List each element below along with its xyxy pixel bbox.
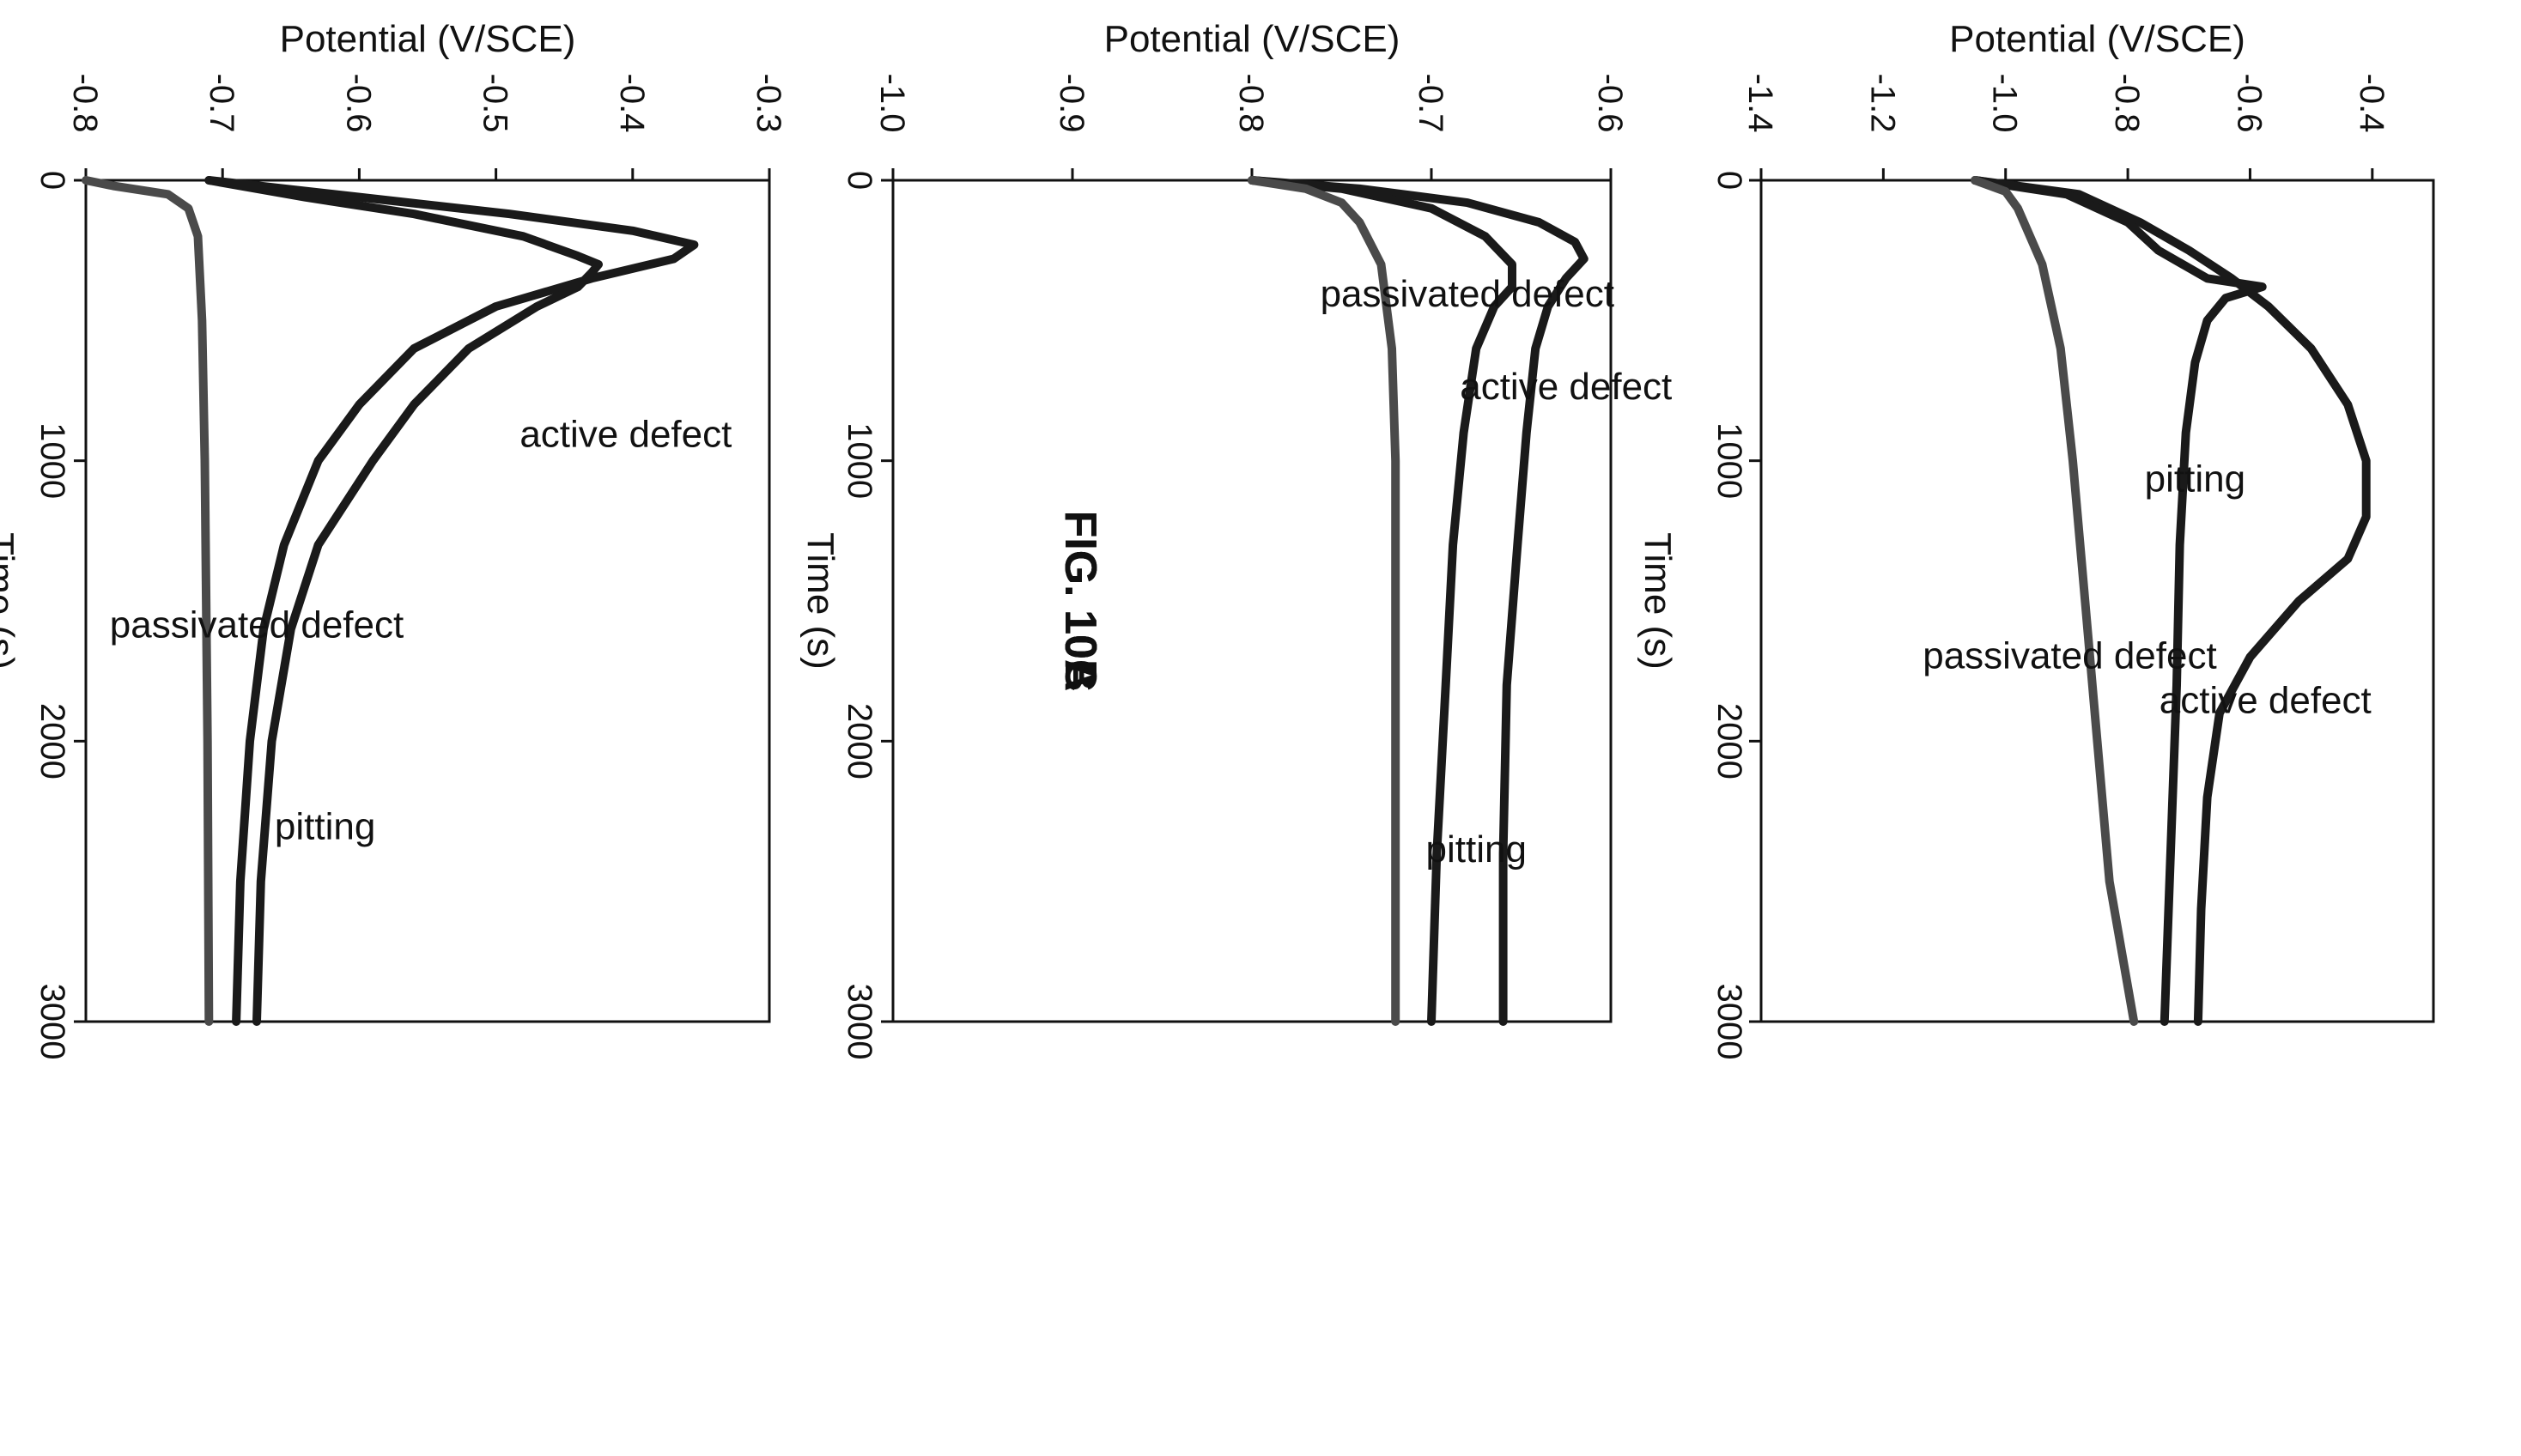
plot-frame <box>84 179 771 1023</box>
y-tick-label: -0.3 <box>750 74 787 133</box>
x-tick-label: 1000 <box>33 422 71 499</box>
x-tick-label: 2000 <box>841 703 878 780</box>
x-tick-label: 2000 <box>33 703 71 780</box>
y-tick-label: -0.6 <box>339 74 377 133</box>
y-tick-label: -0.8 <box>2108 74 2146 133</box>
series-line-passivated-defect <box>1971 176 2139 1026</box>
annotation-active-defect: active defect <box>1460 366 1672 408</box>
x-tick-label: 1000 <box>841 422 878 499</box>
series-line-pitting <box>1248 176 1516 1026</box>
series-line-active-defect <box>1971 176 2371 1026</box>
y-tick-label: -0.6 <box>2230 74 2268 133</box>
x-axis-title: Time (s) <box>799 532 841 670</box>
annotation-passivated-defect: passivated defect <box>1321 273 1614 315</box>
series-line-active-defect <box>204 176 699 1026</box>
y-tick-label: -0.8 <box>66 74 104 133</box>
annotation-pitting: pitting <box>275 806 375 848</box>
y-axis-title: Potential (V/SCE) <box>1949 18 2245 60</box>
series-line-active-defect <box>1248 176 1589 1026</box>
annotation-passivated-defect: passivated defect <box>1923 634 2216 676</box>
series-line-pitting <box>1971 176 2267 1026</box>
figure-label: FIG. 10A <box>1055 511 1105 692</box>
y-tick-label: -0.4 <box>613 74 651 133</box>
x-tick-label: 0 <box>841 171 878 190</box>
x-tick-label: 3000 <box>1710 984 1748 1060</box>
y-tick-label: -1.2 <box>1863 74 1901 133</box>
series-line-pitting <box>204 176 603 1026</box>
annotation-active-defect: active defect <box>2160 680 2372 722</box>
plot-frame <box>1759 179 2435 1023</box>
y-tick-label: -1.4 <box>1741 74 1779 133</box>
y-tick-label: -0.5 <box>477 74 514 133</box>
y-tick-label: -0.8 <box>1232 74 1270 133</box>
series-line-passivated-defect <box>1248 176 1400 1026</box>
x-tick-label: 1000 <box>1710 422 1748 499</box>
y-tick-label: -0.7 <box>203 74 240 133</box>
y-axis-title: Potential (V/SCE) <box>1104 18 1400 60</box>
series-line-passivated-defect <box>82 176 214 1026</box>
y-tick-label: -0.7 <box>1412 74 1449 133</box>
annotation-passivated-defect: passivated defect <box>110 604 404 646</box>
x-tick-label: 0 <box>1710 171 1748 190</box>
chart-3: 0 1000 2000 3000 -1.4 -1.2 -1.0 -0.8 -0.6 -0.4 Tim… <box>1055 18 2435 1060</box>
x-tick-label: 3000 <box>33 984 71 1060</box>
x-axis-title: Time (s) <box>1637 532 1679 670</box>
annotation-pitting: pitting <box>1426 828 1527 871</box>
chart-2: 0 1000 2000 3000 -1.0 -0.9 -0.8 -0.7 -0.6 Time (s… <box>799 18 1672 1059</box>
y-axis-title: Potential (V/SCE) <box>280 18 576 60</box>
x-axis-title: Time (s) <box>0 532 21 670</box>
x-tick-label: 2000 <box>1710 703 1748 780</box>
y-tick-label: -1.0 <box>1986 74 2024 133</box>
x-tick-label: 3000 <box>841 984 878 1060</box>
x-tick-label: 0 <box>33 171 71 190</box>
figure-label: FIG. 10C <box>1055 511 1105 692</box>
y-tick-label: -0.6 <box>1591 74 1629 133</box>
y-tick-label: -0.9 <box>1053 74 1090 133</box>
annotation-active-defect: active defect <box>519 413 732 455</box>
y-tick-label: -1.0 <box>873 74 911 133</box>
chart-1: 0 1000 2000 3000 -0.8 -0.7 -0.6 -0.5 -0.4 -0.3 Tim… <box>0 18 1105 1059</box>
figure-label: FIG. 10B <box>1055 511 1105 692</box>
annotation-pitting: pitting <box>2145 458 2245 500</box>
y-tick-label: -0.4 <box>2353 74 2390 133</box>
rotated-figure-group: 0 1000 2000 3000 -0.8 -0.7 -0.6 -0.5 -0.4 -0.3 Tim… <box>0 18 2435 1060</box>
